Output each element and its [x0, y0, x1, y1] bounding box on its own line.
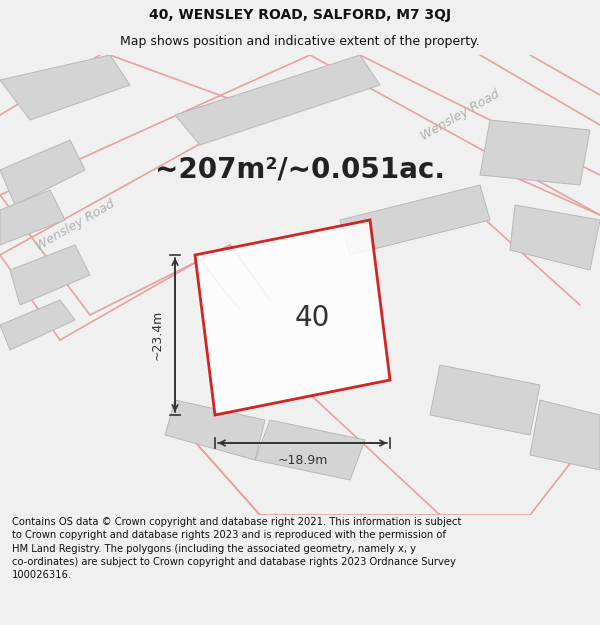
Polygon shape [510, 205, 600, 270]
Polygon shape [165, 400, 265, 460]
Polygon shape [530, 400, 600, 470]
Polygon shape [10, 245, 90, 305]
Text: Wensley Road: Wensley Road [33, 197, 117, 253]
Polygon shape [430, 365, 540, 435]
Polygon shape [0, 190, 65, 245]
Polygon shape [255, 420, 365, 480]
Text: 40, WENSLEY ROAD, SALFORD, M7 3QJ: 40, WENSLEY ROAD, SALFORD, M7 3QJ [149, 8, 451, 22]
Polygon shape [0, 55, 130, 120]
Text: ~23.4m: ~23.4m [151, 310, 163, 360]
Polygon shape [195, 220, 390, 415]
Polygon shape [340, 185, 490, 255]
Text: Wensley Road: Wensley Road [418, 87, 502, 143]
Text: ~18.9m: ~18.9m [277, 454, 328, 468]
Text: Contains OS data © Crown copyright and database right 2021. This information is : Contains OS data © Crown copyright and d… [12, 518, 461, 580]
Text: 40: 40 [295, 304, 330, 331]
Text: Map shows position and indicative extent of the property.: Map shows position and indicative extent… [120, 35, 480, 48]
Polygon shape [175, 55, 380, 145]
Text: ~207m²/~0.051ac.: ~207m²/~0.051ac. [155, 156, 445, 184]
Polygon shape [0, 140, 85, 205]
Polygon shape [0, 300, 75, 350]
Polygon shape [480, 120, 590, 185]
